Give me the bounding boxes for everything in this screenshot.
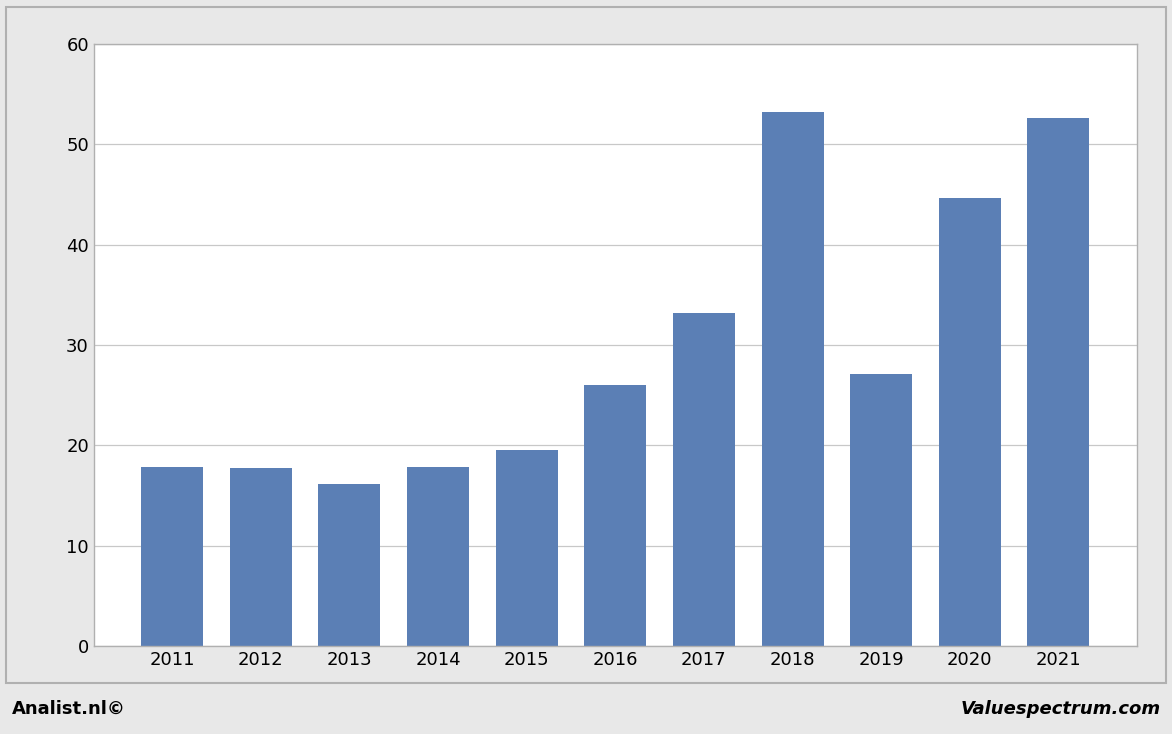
Text: Valuespectrum.com: Valuespectrum.com	[960, 700, 1160, 719]
Bar	[407, 468, 469, 646]
Bar	[762, 112, 824, 646]
Bar	[319, 484, 381, 646]
Bar	[585, 385, 646, 646]
Bar	[230, 468, 292, 646]
Bar	[1028, 118, 1090, 646]
Bar	[496, 451, 558, 646]
Bar	[141, 468, 203, 646]
Bar	[673, 313, 735, 646]
Bar	[939, 197, 1001, 646]
Bar	[850, 374, 912, 646]
Text: Analist.nl©: Analist.nl©	[12, 700, 125, 719]
